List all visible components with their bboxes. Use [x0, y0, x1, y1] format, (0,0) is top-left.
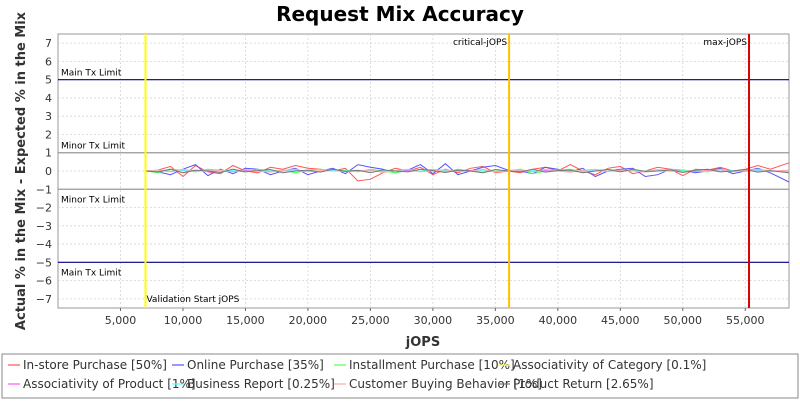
x-tick-label: 55,000 [726, 314, 765, 327]
x-tick-label: 5,000 [105, 314, 137, 327]
y-axis-ticks: 7 6 5 4 3 2 1 0 −1 −2 −3 −4 −5 −6 −7 [36, 37, 52, 306]
x-axis-ticks: 5,000 10,000 15,000 20,000 25,000 30,000 35,00… [105, 308, 765, 327]
y-tick-label: 2 [45, 128, 52, 141]
legend-entry: Business Report [0.25%] [187, 377, 335, 391]
y-tick-label: 3 [45, 110, 52, 123]
chart-title: Request Mix Accuracy [276, 2, 524, 26]
x-tick-label: 15,000 [226, 314, 265, 327]
y-tick-label: 5 [45, 74, 52, 87]
limit-line-label: Minor Tx Limit [61, 195, 126, 205]
y-tick-label: −3 [36, 220, 52, 233]
y-tick-label: 4 [45, 92, 52, 105]
x-tick-label: 40,000 [539, 314, 578, 327]
legend-entry: In-store Purchase [50%] [23, 358, 167, 372]
y-tick-label: −7 [36, 293, 52, 306]
x-tick-label: 10,000 [164, 314, 203, 327]
x-tick-label: 45,000 [601, 314, 640, 327]
legend-entry: Associativity of Product [1%] [23, 377, 196, 391]
y-tick-label: −4 [36, 238, 52, 251]
marker-line-label: Validation Start jOPS [146, 295, 239, 305]
marker-line-label: max-jOPS [703, 38, 747, 48]
x-tick-label: 35,000 [476, 314, 515, 327]
y-tick-label: −2 [36, 202, 52, 215]
legend-entry: Installment Purchase [10%] [349, 358, 515, 372]
y-tick-label: 0 [45, 165, 52, 178]
y-tick-label: −1 [36, 183, 52, 196]
limit-line-label: Main Tx Limit [61, 69, 122, 79]
y-tick-label: −6 [36, 275, 52, 288]
x-tick-label: 50,000 [664, 314, 703, 327]
legend-entry: Product Return [2.65%] [513, 377, 654, 391]
limit-line-label: Main Tx Limit [61, 268, 122, 278]
y-tick-label: 1 [45, 147, 52, 160]
limit-line-label: Minor Tx Limit [61, 142, 126, 152]
legend-entry: Online Purchase [35%] [187, 358, 324, 372]
x-tick-label: 30,000 [414, 314, 453, 327]
x-tick-label: 20,000 [289, 314, 328, 327]
y-tick-label: 6 [45, 55, 52, 68]
y-tick-label: −5 [36, 256, 52, 269]
x-axis-label: jOPS [405, 335, 440, 350]
legend-entry: Associativity of Category [0.1%] [513, 358, 706, 372]
x-tick-label: 25,000 [351, 314, 390, 327]
marker-line-label: critical-jOPS [453, 38, 507, 48]
y-axis-label: Actual % in the Mix - Expected % in the … [14, 11, 29, 330]
y-tick-label: 7 [45, 37, 52, 50]
